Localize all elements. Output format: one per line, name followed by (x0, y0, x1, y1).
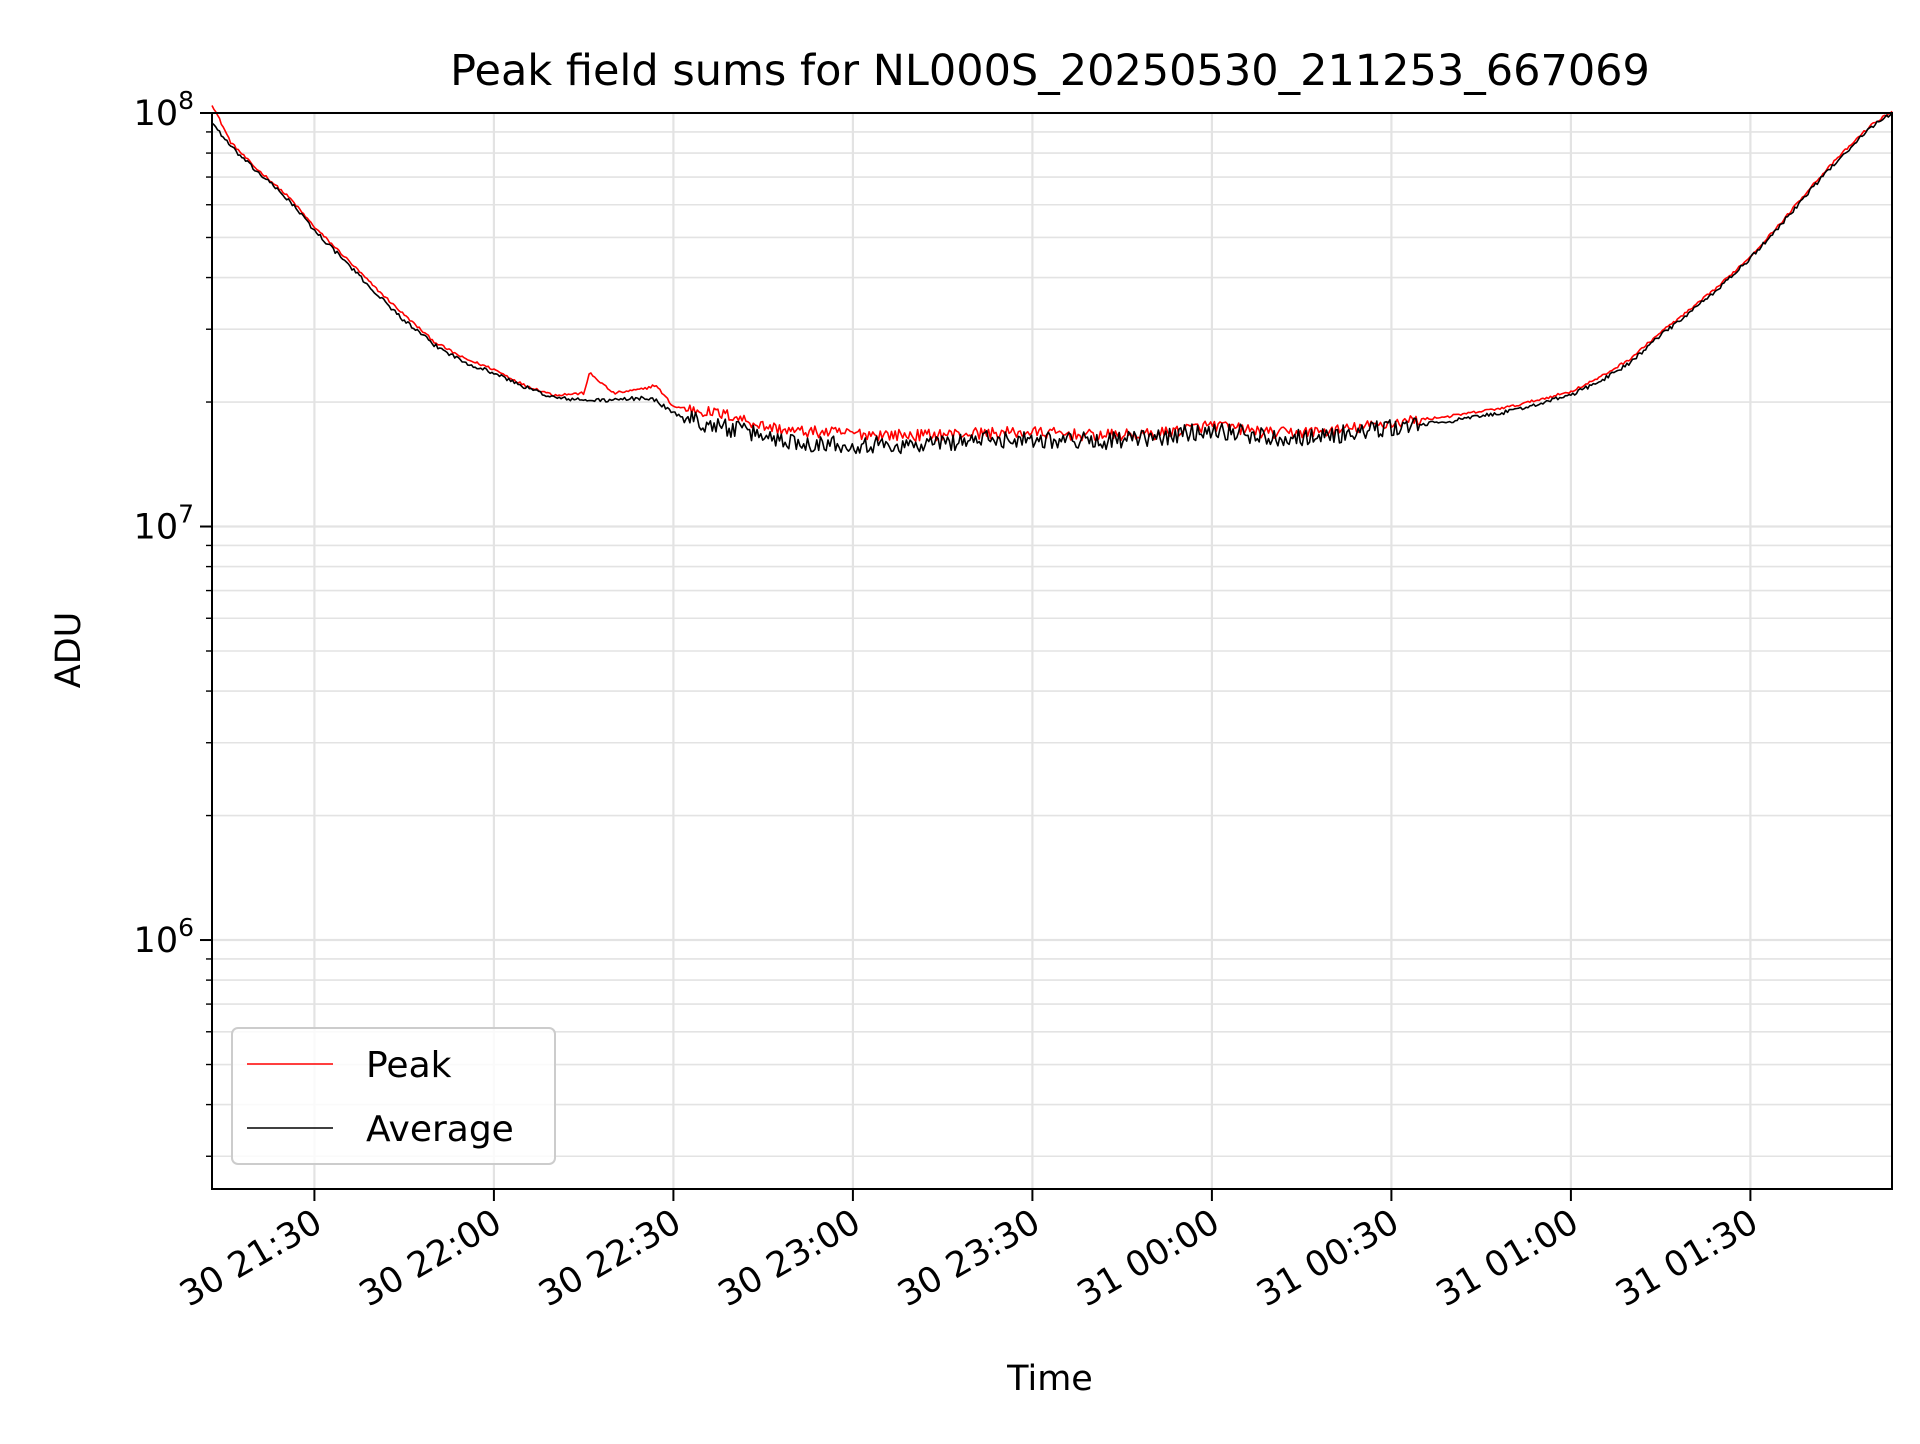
series-line-peak (211, 105, 1893, 443)
y-tick-label-base: 10 (134, 508, 179, 548)
legend: Peak Average (231, 1027, 556, 1165)
y-tick-label-exponent: 8 (178, 86, 194, 115)
y-tick-label: 107 (134, 500, 194, 548)
legend-label-average: Average (366, 1109, 514, 1150)
y-tick-label-base: 10 (134, 94, 179, 134)
y-tick-label-base: 10 (134, 921, 179, 961)
y-tick-label-exponent: 6 (178, 913, 194, 942)
series-line-average (211, 112, 1893, 455)
legend-label-peak: Peak (366, 1045, 452, 1086)
y-tick-label: 108 (134, 86, 194, 134)
legend-box (231, 1027, 556, 1165)
y-tick-label-exponent: 7 (178, 500, 194, 529)
chart-title: Peak field sums for NL000S_20250530_2112… (450, 46, 1650, 96)
axes (200, 112, 1893, 1201)
y-tick-label: 106 (134, 913, 194, 961)
y-axis-label: ADU (49, 612, 89, 689)
plot-frame (211, 112, 1893, 1190)
series-layer (211, 105, 1893, 455)
x-axis-label: Time (1006, 1359, 1093, 1399)
